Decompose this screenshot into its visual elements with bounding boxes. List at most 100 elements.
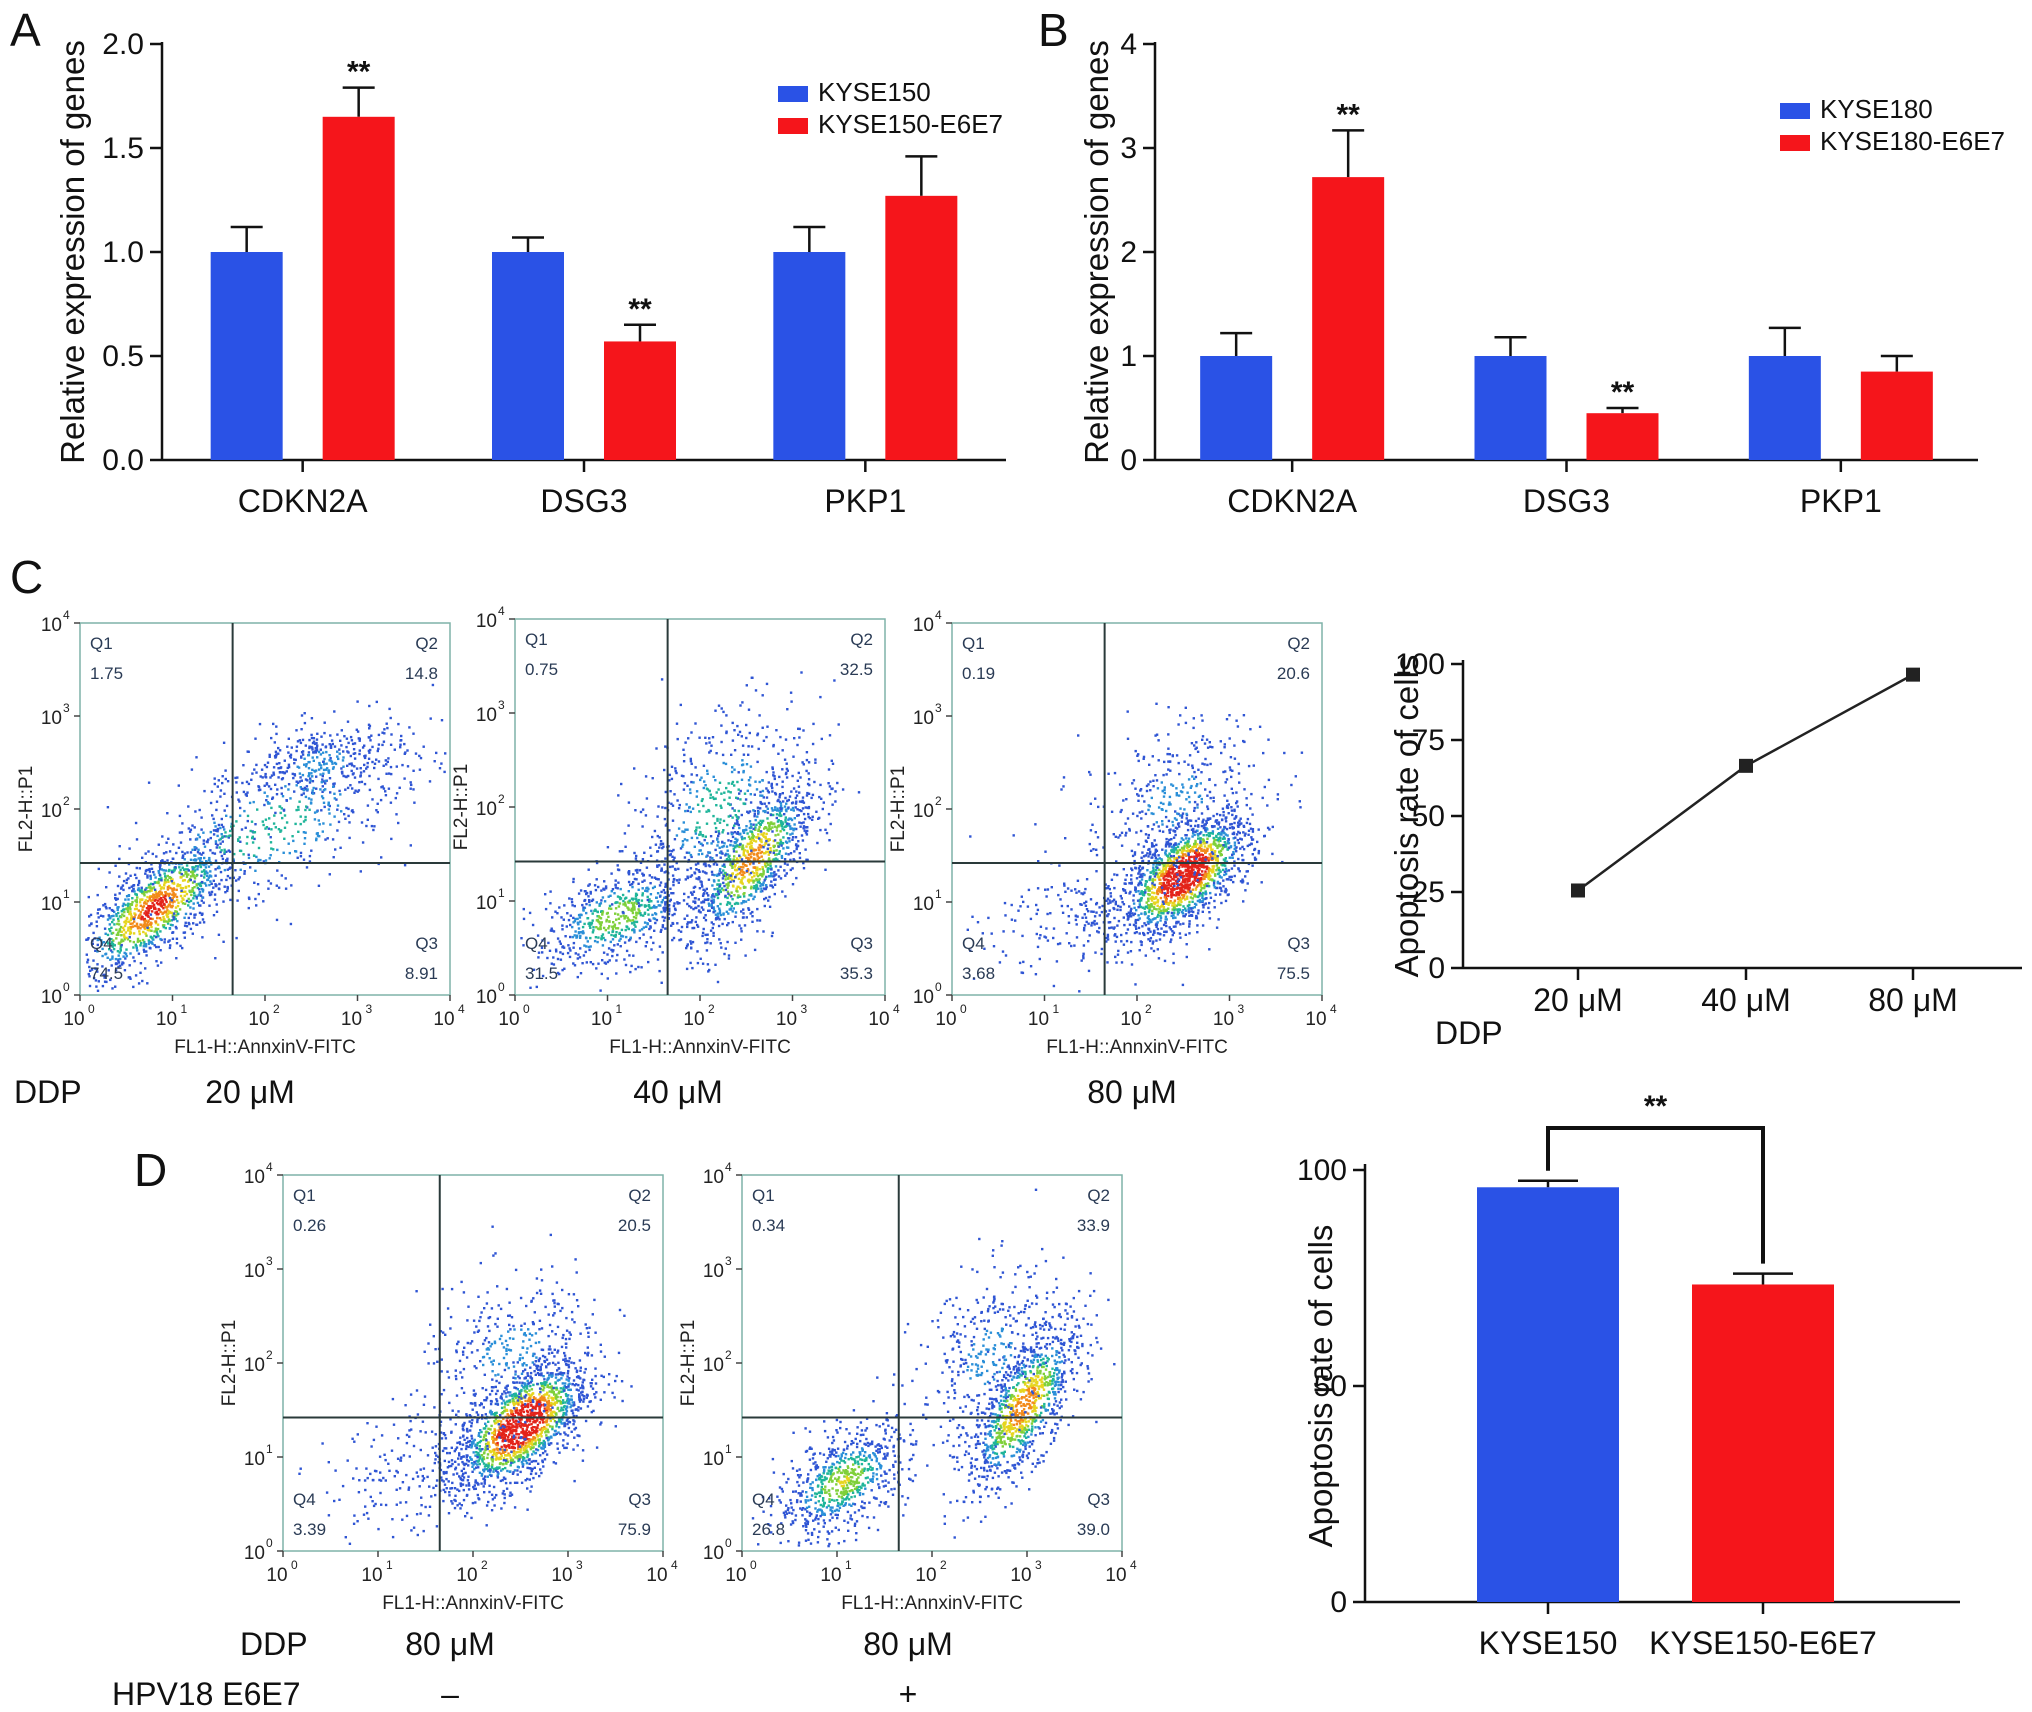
significance-label: ** [1644, 1090, 1668, 1123]
legend-label: KYSE180-E6E7 [1820, 126, 2005, 156]
bar [604, 341, 676, 460]
x-category-label: 80 μM [1868, 982, 1958, 1018]
bar [492, 252, 564, 460]
quadrant-value-q2: 33.9 [1077, 1216, 1110, 1235]
quadrant-name-q3: Q3 [1087, 1490, 1110, 1509]
bar [1200, 356, 1273, 460]
quadrant-value-q1: 1.75 [90, 664, 123, 683]
y-tick-label: 1.0 [102, 236, 144, 269]
x-tick-exponent: 4 [1130, 1558, 1137, 1572]
legend-swatch [1780, 135, 1810, 151]
quadrant-value-q4: 74.5 [90, 964, 123, 983]
y-axis-label: FL2-H::P1 [451, 764, 472, 851]
bar [1748, 356, 1821, 460]
bar [1474, 356, 1547, 460]
x-category-label: DSG3 [540, 483, 627, 519]
legend-label: KYSE150 [818, 77, 931, 107]
x-tick-label: 10 [266, 1565, 287, 1586]
quadrant-value-q2: 20.6 [1277, 664, 1310, 683]
quadrant-value-q4: 3.68 [962, 964, 995, 983]
flow-plot-frame [514, 618, 886, 996]
y-tick-label: 10 [244, 1261, 265, 1282]
y-tick-exponent: 4 [498, 604, 505, 618]
y-tick-exponent: 2 [935, 794, 942, 808]
x-category-label: CDKN2A [238, 483, 368, 519]
x-tick-label: 10 [1105, 1565, 1126, 1586]
quadrant-value-q3: 8.91 [405, 964, 438, 983]
y-tick-exponent: 2 [498, 792, 505, 806]
quadrant-name-q3: Q3 [850, 934, 873, 953]
quadrant-name-q2: Q2 [850, 630, 873, 649]
y-tick-label: 2 [1120, 236, 1137, 269]
condition-label-d1: 80 μM [405, 1626, 495, 1662]
ddp-label-c: DDP [14, 1074, 82, 1110]
y-tick-label: 10 [476, 799, 497, 820]
event-dots [520, 671, 861, 992]
quadrant-name-q2: Q2 [1087, 1186, 1110, 1205]
x-category-label: PKP1 [1800, 483, 1882, 519]
quadrant-name-q4: Q4 [962, 934, 985, 953]
x-tick-exponent: 3 [801, 1002, 808, 1016]
significance-bracket [1546, 1126, 1765, 1264]
y-tick-exponent: 1 [63, 887, 70, 901]
significance-label: ** [1336, 98, 1360, 131]
x-tick-label: 10 [361, 1565, 382, 1586]
x-tick-label: 10 [551, 1565, 572, 1586]
y-tick-label: 10 [244, 1449, 265, 1470]
flow-plot-frame [951, 622, 1323, 996]
x-category-label: KYSE150 [1479, 1625, 1618, 1661]
bar [1860, 371, 1933, 460]
x-tick-label: 10 [776, 1009, 797, 1030]
quadrant-value-q1: 0.26 [293, 1216, 326, 1235]
y-axis-label: FL2-H::P1 [16, 766, 37, 853]
bar [773, 252, 846, 460]
y-tick-label: 10 [476, 705, 497, 726]
quadrant-value-q4: 3.39 [293, 1520, 326, 1539]
x-tick-exponent: 4 [671, 1558, 678, 1572]
x-tick-exponent: 1 [1053, 1002, 1060, 1016]
x-tick-exponent: 0 [750, 1558, 757, 1572]
y-tick-label: 10 [476, 611, 497, 632]
flow-plot-frame [79, 622, 451, 996]
y-tick-label: 4 [1120, 28, 1137, 61]
x-tick-exponent: 1 [181, 1002, 188, 1016]
bar [322, 116, 395, 461]
y-tick-label: 10 [913, 708, 934, 729]
x-tick-label: 10 [63, 1009, 84, 1030]
y-tick-label: 10 [244, 1355, 265, 1376]
panel-label-d: D [134, 1144, 167, 1196]
y-tick-exponent: 4 [266, 1160, 273, 1174]
y-tick-label: 2.0 [102, 28, 144, 61]
quadrant-value-q1: 0.34 [752, 1216, 785, 1235]
y-tick-label: 50 [1314, 1370, 1347, 1403]
quadrant-value-q2: 32.5 [840, 660, 873, 679]
condition-label-d2: 80 μM [863, 1626, 953, 1662]
quadrant-name-q3: Q3 [415, 934, 438, 953]
x-tick-exponent: 3 [1238, 1002, 1245, 1016]
y-tick-exponent: 3 [498, 698, 505, 712]
bar [210, 252, 283, 460]
e6e7-sign-d1: – [441, 1676, 459, 1712]
y-tick-label: 10 [41, 987, 62, 1008]
x-tick-exponent: 2 [273, 1002, 280, 1016]
quadrant-value-q1: 0.19 [962, 664, 995, 683]
quadrant-name-q3: Q3 [628, 1490, 651, 1509]
x-tick-exponent: 3 [576, 1558, 583, 1572]
series-line [1577, 673, 1914, 892]
quadrant-name-q4: Q4 [293, 1490, 316, 1509]
y-tick-label: 75 [1412, 724, 1445, 757]
y-tick-exponent: 0 [498, 980, 505, 994]
y-tick-exponent: 2 [63, 794, 70, 808]
y-tick-label: 10 [913, 987, 934, 1008]
quadrant-name-q1: Q1 [962, 634, 985, 653]
quadrant-name-q4: Q4 [90, 934, 113, 953]
condition-label-c2: 40 μM [633, 1074, 723, 1110]
y-tick-label: 25 [1412, 876, 1445, 909]
y-tick-label: 10 [703, 1261, 724, 1282]
y-tick-label: 10 [913, 615, 934, 636]
y-tick-label: 100 [1297, 1154, 1347, 1187]
legend-swatch [778, 86, 808, 102]
x-tick-exponent: 2 [708, 1002, 715, 1016]
quadrant-name-q2: Q2 [1287, 634, 1310, 653]
y-axis-label: Relative expression of genes [1078, 40, 1115, 464]
